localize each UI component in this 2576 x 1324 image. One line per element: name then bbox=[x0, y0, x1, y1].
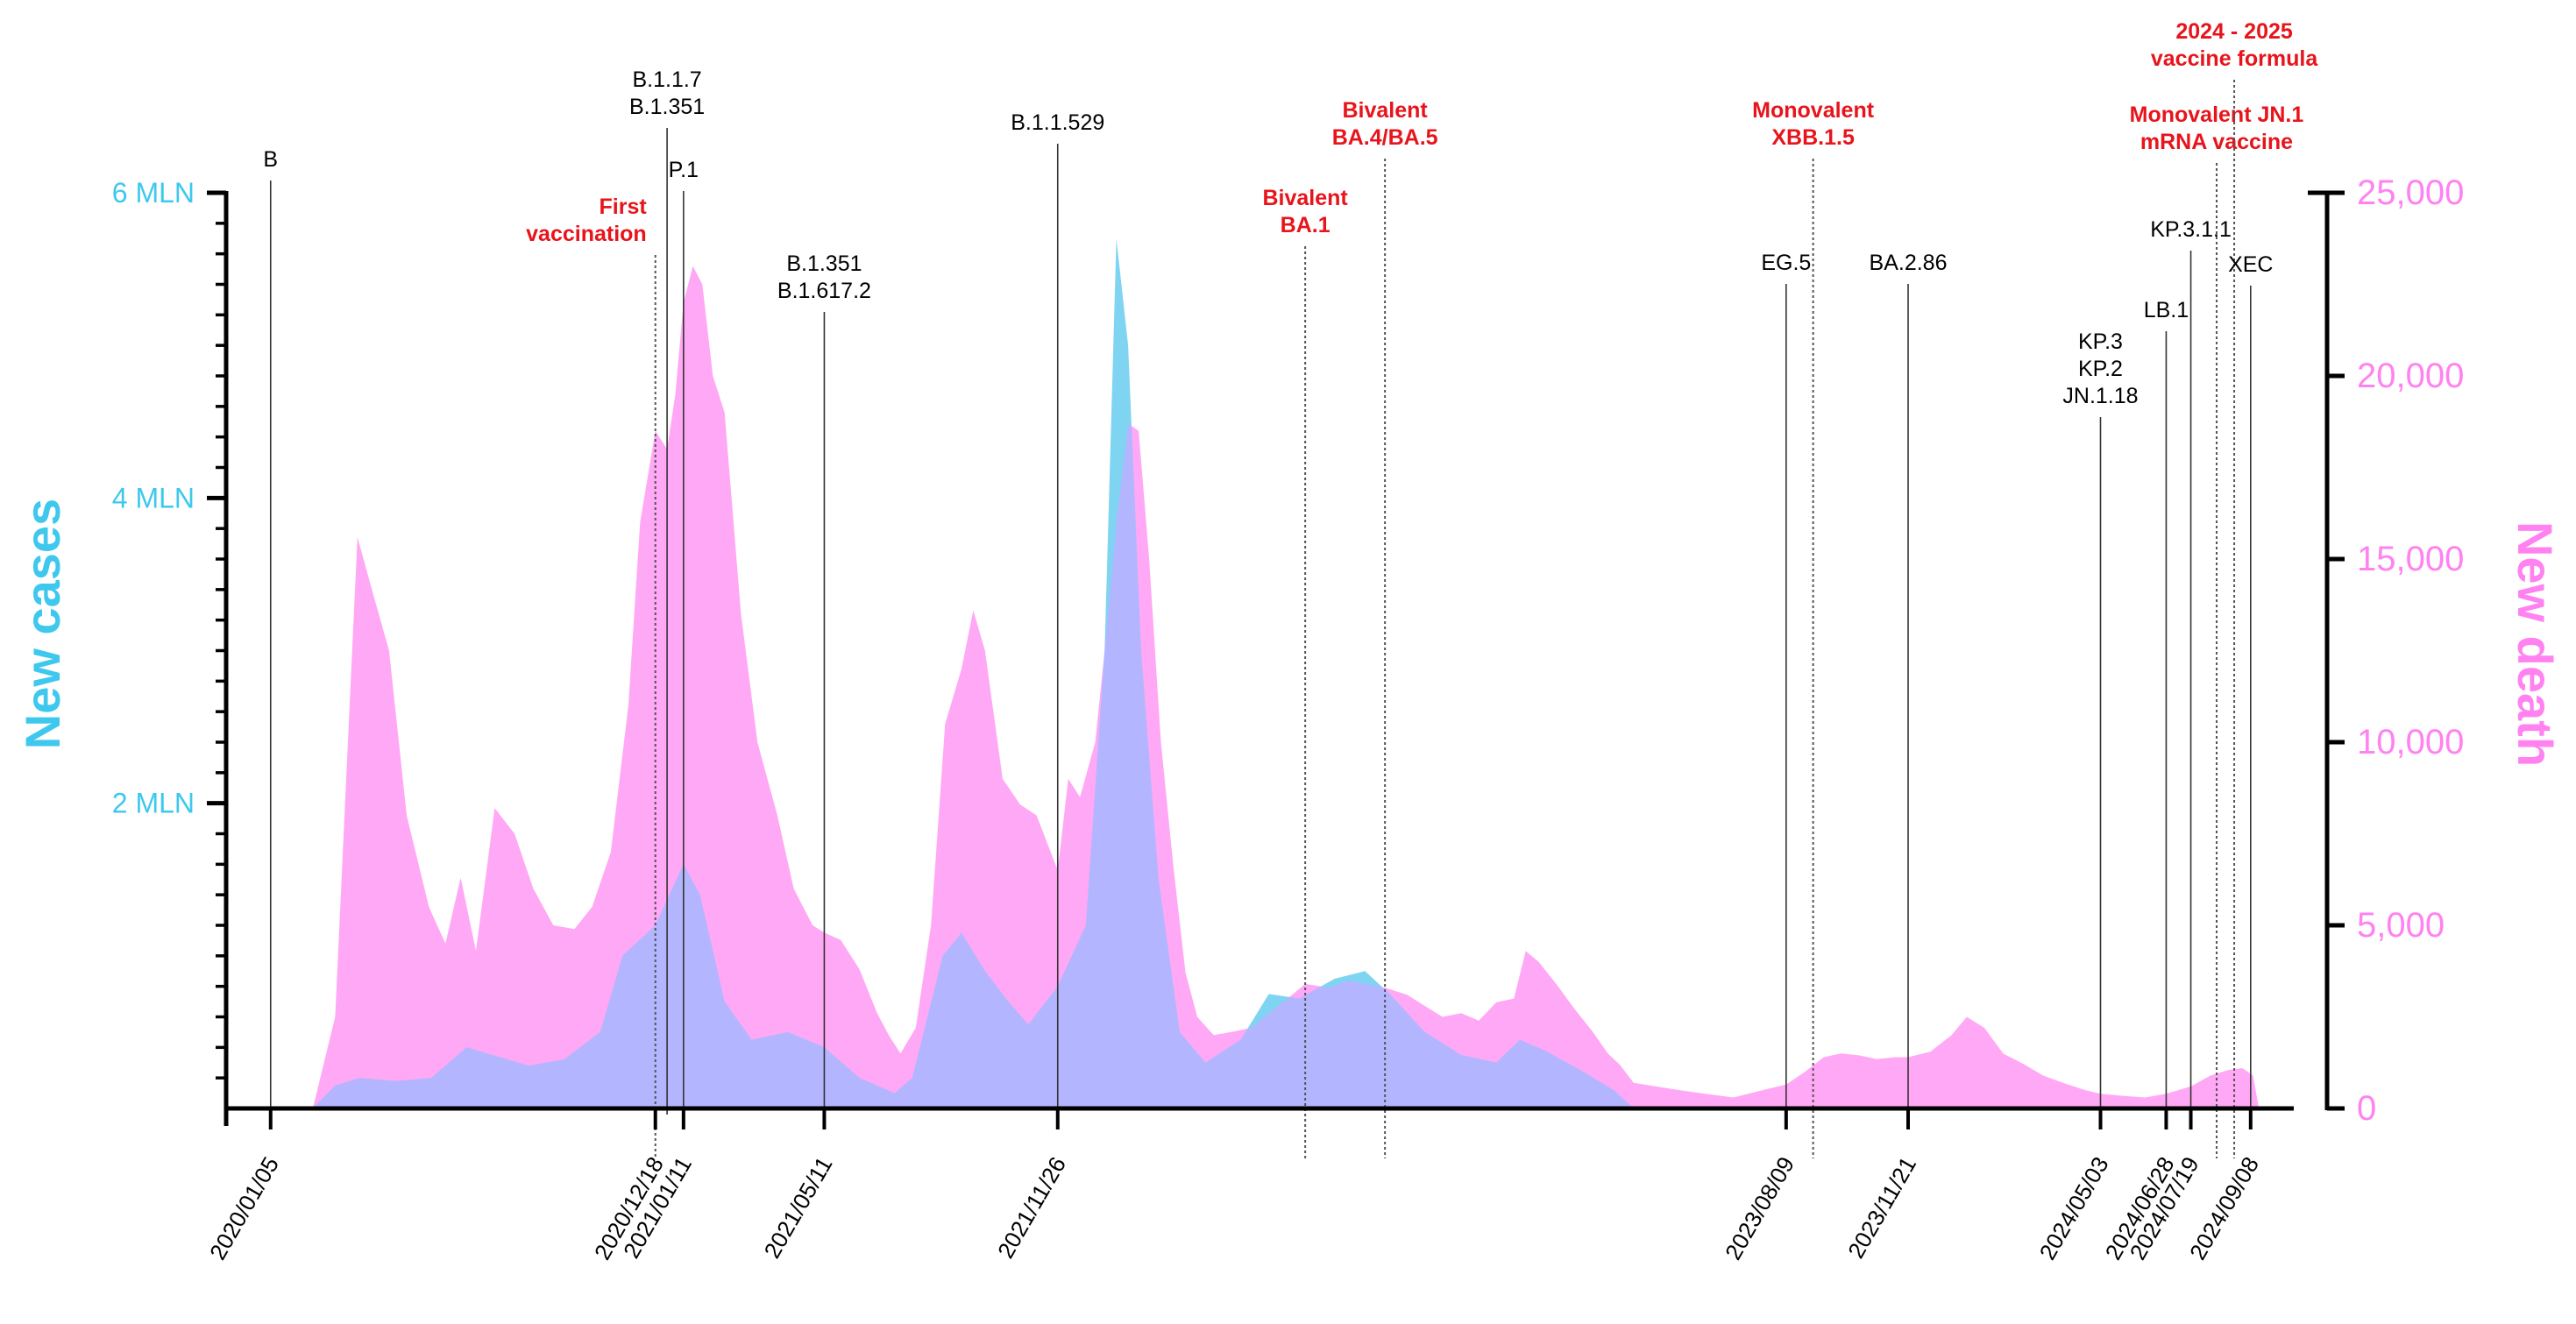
x-tick-label: 2020/01/05 bbox=[204, 1152, 284, 1264]
annotation-lb-1: LB.1 bbox=[2144, 298, 2189, 1115]
left-axis-title: New cases bbox=[15, 499, 70, 749]
right-tick-label: 25,000 bbox=[2357, 173, 2464, 212]
area-layer bbox=[247, 238, 2260, 1109]
annotation-bivalent-ba-1: Bivalent BA.1 bbox=[1263, 186, 1349, 1158]
annotation-label: First bbox=[600, 195, 648, 219]
x-tick-label: 2021/11/26 bbox=[992, 1152, 1071, 1263]
left-tick-label: 4 MLN bbox=[112, 482, 195, 513]
annotation-label: BA.1 bbox=[1281, 213, 1331, 237]
annotation-label: EG.5 bbox=[1761, 251, 1811, 275]
annotation-b-1-1-529: B.1.1.529 bbox=[1011, 110, 1104, 1115]
annotation-b-1-351-b-1-617-2: B.1.351 B.1.617.2 bbox=[777, 251, 871, 1115]
annotation-label: vaccination bbox=[526, 222, 647, 246]
annotation-label: BA.2.86 bbox=[1870, 251, 1948, 275]
annotation-label: BA.4/BA.5 bbox=[1332, 125, 1438, 150]
annotation-label: B bbox=[263, 147, 278, 172]
annotation-kp-3-1-1: KP.3.1.1 bbox=[2150, 217, 2232, 1115]
annotation-label: vaccine formula bbox=[2151, 46, 2318, 71]
annotation-first-vaccination: First vaccination bbox=[526, 195, 656, 1158]
annotation-layer: B First vaccination B.1.1.7 B.1.351 P.1 B.1.35… bbox=[263, 19, 2318, 1158]
annotation-label: mRNA vaccine bbox=[2140, 130, 2293, 154]
annotation-label: XEC bbox=[2228, 252, 2273, 277]
annotation-kp-3-kp-2-jn-1-18: KP.3 KP.2 JN.1.18 bbox=[2062, 329, 2139, 1115]
annotation-label: KP.2 bbox=[2078, 357, 2123, 381]
annotation-label: Bivalent bbox=[1263, 186, 1349, 210]
annotation-p-1: P.1 bbox=[669, 158, 699, 1115]
annotation-label: B.1.1.529 bbox=[1011, 110, 1104, 135]
annotation-eg-5: EG.5 bbox=[1761, 251, 1811, 1115]
left-tick-label: 2 MLN bbox=[112, 788, 195, 819]
annotation-label: 2024 - 2025 bbox=[2175, 19, 2293, 44]
right-tick-label: 20,000 bbox=[2357, 357, 2464, 395]
annotation-label: JN.1.18 bbox=[2062, 384, 2138, 408]
annotation-label: LB.1 bbox=[2144, 298, 2189, 322]
annotation-ba-2-86: BA.2.86 bbox=[1870, 251, 1948, 1115]
annotation-b: B bbox=[263, 147, 278, 1115]
x-tick-label: 2023/08/09 bbox=[1720, 1152, 1799, 1264]
right-axis-title: New death bbox=[2508, 521, 2563, 767]
annotation-label: B.1.351 bbox=[629, 95, 705, 119]
right-tick-label: 5,000 bbox=[2357, 906, 2445, 945]
annotation-label: XBB.1.5 bbox=[1771, 125, 1855, 150]
annotation-label: P.1 bbox=[669, 158, 699, 182]
left-tick-label: 6 MLN bbox=[112, 177, 195, 209]
right-tick-label: 10,000 bbox=[2357, 723, 2464, 761]
x-tick-label: 2023/11/21 bbox=[1842, 1152, 1921, 1263]
annotation-label: Bivalent bbox=[1343, 98, 1429, 123]
annotation-monovalent-jn-1-mrna-vaccine: Monovalent JN.1 mRNA vaccine bbox=[2130, 103, 2304, 1158]
annotation-label: Monovalent JN.1 bbox=[2130, 103, 2304, 127]
new-death-area bbox=[247, 266, 2260, 1109]
right-tick-label: 15,000 bbox=[2357, 540, 2464, 578]
x-tick-label: 2021/05/11 bbox=[759, 1152, 838, 1263]
annotation-label: Monovalent bbox=[1752, 98, 1875, 123]
annotation-label: KP.3.1.1 bbox=[2150, 217, 2232, 242]
annotation-xec: XEC bbox=[2228, 252, 2273, 1115]
annotation-label: B.1.1.7 bbox=[632, 67, 701, 92]
annotation-label: B.1.617.2 bbox=[777, 279, 871, 303]
annotation-label: B.1.351 bbox=[786, 251, 862, 276]
annotation-b-1-1-7-b-1-351: B.1.1.7 B.1.351 bbox=[629, 67, 705, 1115]
annotation-label: KP.3 bbox=[2078, 329, 2123, 354]
right-tick-label: 0 bbox=[2357, 1089, 2376, 1128]
